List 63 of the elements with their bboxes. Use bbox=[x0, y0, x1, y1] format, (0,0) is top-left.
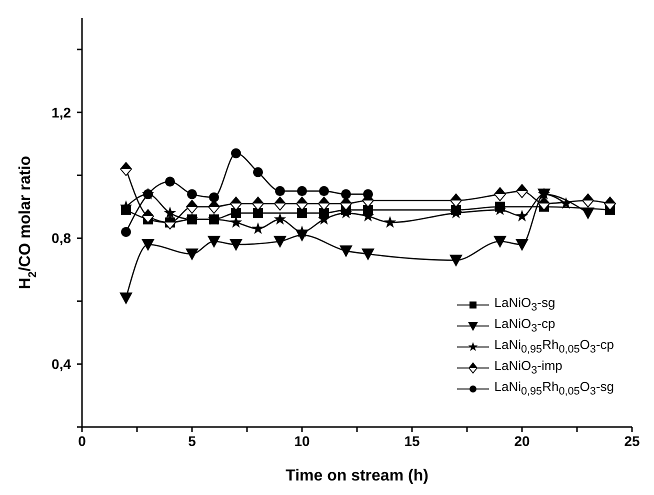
point bbox=[494, 187, 506, 202]
point bbox=[208, 236, 220, 248]
point bbox=[187, 189, 197, 200]
x-tick-label: 10 bbox=[294, 433, 310, 449]
point bbox=[516, 210, 528, 222]
point bbox=[230, 239, 242, 252]
x-tick-label: 25 bbox=[624, 433, 640, 449]
point bbox=[274, 196, 286, 211]
point bbox=[319, 186, 329, 196]
point bbox=[538, 196, 550, 211]
point bbox=[450, 193, 462, 208]
point bbox=[142, 209, 154, 224]
point bbox=[318, 196, 330, 211]
point bbox=[120, 292, 132, 305]
point bbox=[252, 196, 264, 211]
point bbox=[120, 162, 132, 176]
point bbox=[164, 206, 176, 218]
point bbox=[363, 189, 373, 200]
point bbox=[142, 239, 154, 252]
point bbox=[230, 196, 242, 211]
legend-label: LaNiO$_{3}$-cp bbox=[494, 316, 556, 335]
point bbox=[296, 196, 308, 211]
x-tick-label: 5 bbox=[188, 433, 196, 449]
point bbox=[604, 196, 616, 211]
point bbox=[362, 248, 374, 260]
y-tick-label: 1,2 bbox=[52, 104, 72, 120]
point bbox=[297, 186, 307, 196]
point bbox=[231, 208, 241, 218]
point bbox=[341, 189, 351, 200]
point bbox=[274, 212, 286, 225]
point bbox=[560, 197, 572, 209]
x-tick-label: 15 bbox=[404, 433, 420, 449]
point bbox=[494, 236, 506, 248]
point bbox=[252, 222, 264, 234]
point bbox=[274, 236, 286, 248]
y-tick-label: 0,8 bbox=[52, 230, 72, 246]
legend-label: LaNiO$_{3}$-imp bbox=[494, 358, 562, 377]
point bbox=[340, 245, 352, 258]
legend-label: LaNi$_{0,95}$Rh$_{0,05}$O$_{3}$-sg bbox=[494, 379, 614, 398]
point bbox=[253, 167, 263, 178]
x-axis-title: Time on stream (h) bbox=[286, 467, 428, 484]
point bbox=[121, 226, 131, 237]
point bbox=[165, 176, 175, 187]
x-tick-label: 20 bbox=[514, 433, 530, 449]
point bbox=[516, 184, 528, 198]
x-tick-label: 0 bbox=[78, 433, 86, 449]
y-tick-label: 0,4 bbox=[52, 356, 72, 372]
point bbox=[516, 239, 528, 252]
point bbox=[253, 208, 263, 218]
point bbox=[384, 216, 396, 228]
point bbox=[231, 148, 241, 158]
point bbox=[450, 254, 462, 267]
point bbox=[143, 189, 153, 200]
point bbox=[582, 193, 594, 208]
point bbox=[186, 248, 198, 260]
legend-label: LaNiO$_{3}$-sg bbox=[494, 295, 556, 314]
point bbox=[297, 208, 307, 218]
point bbox=[209, 192, 219, 202]
point bbox=[275, 186, 285, 196]
point bbox=[340, 196, 352, 211]
point bbox=[186, 200, 198, 214]
legend-label: LaNi$_{0,95}$Rh$_{0,05}$O$_{3}$-cp bbox=[494, 337, 614, 356]
point bbox=[582, 208, 594, 220]
